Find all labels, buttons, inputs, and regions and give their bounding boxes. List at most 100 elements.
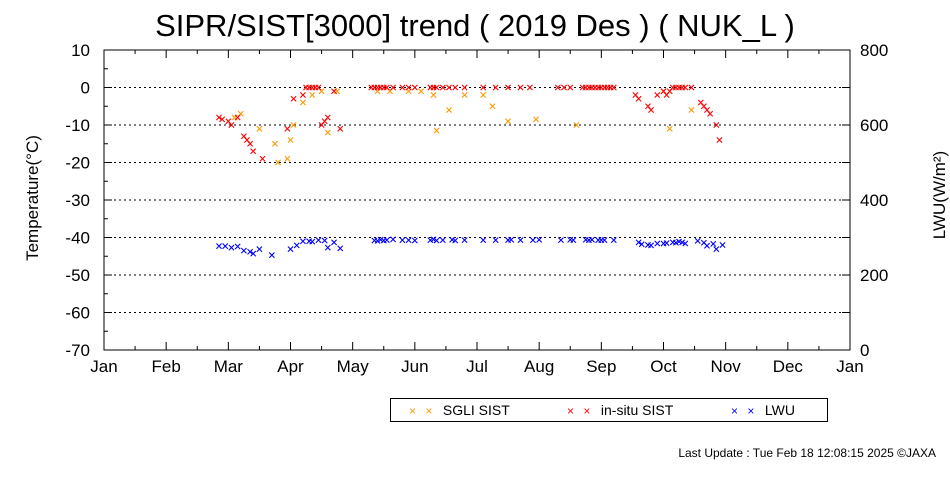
- y-tick-label: -30: [65, 191, 90, 210]
- data-point: [663, 240, 670, 247]
- data-point: [228, 122, 235, 128]
- data-point: [390, 84, 397, 91]
- data-point: [399, 237, 406, 244]
- data-point: [256, 125, 263, 132]
- y2-tick-label: 600: [860, 116, 888, 135]
- data-point: [228, 244, 235, 251]
- data-point: [635, 95, 642, 102]
- x-tick-label: Jan: [836, 357, 863, 376]
- data-point: [554, 84, 561, 91]
- data-point: [337, 125, 344, 132]
- data-point: [240, 247, 247, 254]
- data-point: [648, 107, 655, 113]
- data-point: [707, 110, 714, 117]
- y-axis-label-right: LWU(W/m²): [930, 150, 949, 240]
- data-point: [648, 242, 655, 249]
- data-point: [405, 237, 412, 244]
- data-point: [287, 137, 294, 143]
- data-point: [256, 246, 263, 253]
- legend-item-lwu: × × LWU: [731, 402, 795, 418]
- data-point: [309, 238, 316, 245]
- data-point: [682, 240, 689, 247]
- data-point: [638, 241, 645, 248]
- data-point: [411, 84, 418, 91]
- x-tick-label: Nov: [711, 357, 742, 376]
- data-point: [439, 84, 446, 91]
- data-point: [433, 84, 440, 91]
- data-point: [713, 122, 720, 128]
- data-point: [688, 107, 695, 113]
- data-point: [216, 114, 222, 121]
- legend-label-insitu: in-situ SIST: [600, 402, 674, 418]
- x-tick-label: Jun: [401, 357, 428, 376]
- y-tick-label: -70: [65, 341, 90, 360]
- data-point: [250, 148, 257, 155]
- data-point: [654, 92, 661, 98]
- y-tick-label: 0: [81, 79, 90, 98]
- data-point: [234, 243, 241, 250]
- x-tick-label: Jan: [90, 357, 117, 376]
- data-point: [299, 99, 306, 106]
- x-tick-label: May: [337, 357, 370, 376]
- x-tick-label: Mar: [214, 357, 244, 376]
- y-tick-label: -10: [65, 116, 90, 135]
- x-tick-label: Oct: [650, 357, 677, 376]
- data-point: [383, 84, 390, 91]
- data-point: [284, 155, 291, 162]
- y2-tick-label: 200: [860, 266, 888, 285]
- data-point: [299, 92, 306, 98]
- data-point: [321, 237, 328, 244]
- data-point: [480, 237, 487, 244]
- data-point: [536, 236, 543, 243]
- data-point: [446, 84, 453, 91]
- legend-marker-lwu: × ×: [731, 404, 758, 418]
- data-point: [694, 237, 701, 244]
- data-point: [287, 246, 294, 253]
- data-point: [309, 92, 316, 98]
- data-point: [452, 84, 459, 91]
- data-point: [716, 137, 723, 143]
- data-point: [331, 88, 338, 95]
- data-point: [654, 240, 661, 247]
- x-tick-label: Apr: [277, 357, 304, 376]
- data-point: [399, 84, 406, 91]
- data-point: [284, 125, 291, 132]
- data-point: [461, 237, 468, 244]
- data-point: [635, 239, 642, 246]
- legend: × × SGLI SIST × × in-situ SIST × × LWU: [390, 398, 828, 422]
- y2-tick-label: 800: [860, 41, 888, 60]
- y-tick-label: 10: [71, 41, 90, 60]
- data-point: [610, 84, 617, 91]
- data-point: [315, 237, 322, 244]
- data-point: [293, 242, 300, 249]
- data-point: [533, 116, 540, 123]
- data-point: [666, 125, 673, 132]
- y-axis-label-left: Temperature(°C): [23, 135, 42, 261]
- data-point: [452, 237, 459, 244]
- data-point: [290, 122, 297, 128]
- x-tick-label: Sep: [586, 357, 616, 376]
- data-point: [505, 84, 512, 91]
- data-point: [505, 118, 512, 125]
- data-point: [405, 84, 412, 91]
- data-point: [446, 107, 453, 113]
- data-point: [601, 237, 608, 244]
- data-point: [508, 236, 515, 243]
- data-point: [271, 140, 278, 147]
- data-point: [480, 84, 487, 91]
- data-point: [461, 84, 468, 91]
- data-point: [719, 242, 726, 248]
- data-point: [682, 84, 689, 91]
- data-point: [324, 244, 331, 251]
- data-point: [433, 127, 440, 134]
- data-point: [526, 84, 533, 91]
- data-point: [331, 239, 338, 246]
- data-point: [567, 84, 574, 91]
- legend-marker-insitu: × ×: [567, 404, 594, 418]
- data-point: [250, 250, 257, 257]
- data-point: [268, 252, 275, 259]
- y2-tick-label: 400: [860, 191, 888, 210]
- data-point: [324, 114, 331, 121]
- data-point: [492, 237, 499, 244]
- data-point: [222, 243, 229, 250]
